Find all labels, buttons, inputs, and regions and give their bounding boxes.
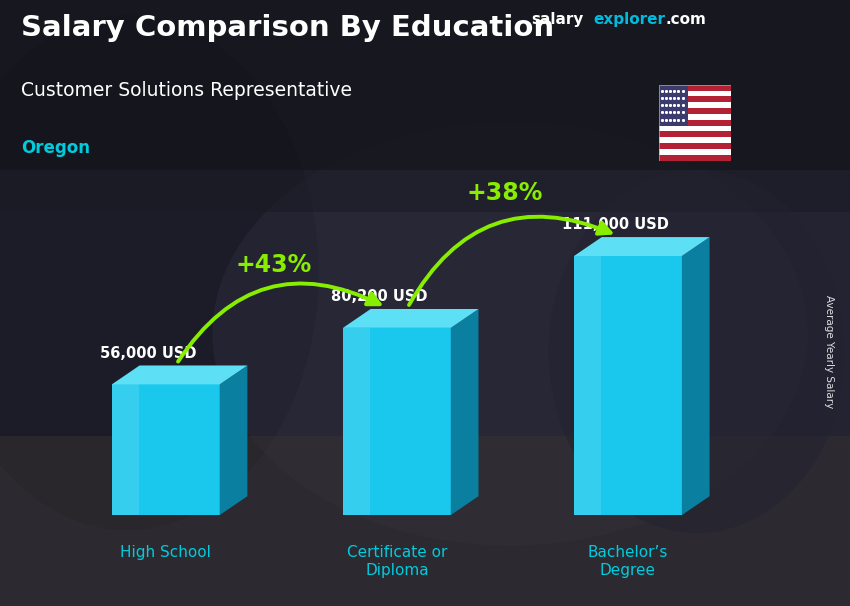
Bar <box>659 96 731 102</box>
Bar <box>659 132 731 138</box>
Bar <box>0 0 850 212</box>
Bar <box>659 125 731 132</box>
Ellipse shape <box>212 121 808 545</box>
Text: explorer: explorer <box>593 12 666 27</box>
Polygon shape <box>682 237 710 515</box>
Text: +38%: +38% <box>467 181 543 205</box>
Bar <box>112 384 139 515</box>
FancyBboxPatch shape <box>112 384 219 515</box>
Polygon shape <box>343 309 479 328</box>
Bar <box>659 85 688 125</box>
Text: Certificate or
Diploma: Certificate or Diploma <box>347 545 447 578</box>
Ellipse shape <box>548 170 846 533</box>
Polygon shape <box>574 237 710 256</box>
Bar <box>659 149 731 155</box>
Text: Customer Solutions Representative: Customer Solutions Representative <box>21 81 352 101</box>
Bar <box>659 143 731 149</box>
Polygon shape <box>112 365 247 384</box>
Polygon shape <box>219 365 247 515</box>
Text: .com: .com <box>666 12 706 27</box>
Bar <box>659 108 731 114</box>
Text: Bachelor’s
Degree: Bachelor’s Degree <box>587 545 668 578</box>
Text: +43%: +43% <box>235 253 312 277</box>
FancyBboxPatch shape <box>343 328 450 515</box>
FancyBboxPatch shape <box>574 256 682 515</box>
Text: 80,200 USD: 80,200 USD <box>331 289 427 304</box>
Bar <box>659 138 731 143</box>
Bar <box>659 114 731 120</box>
Text: Salary Comparison By Education: Salary Comparison By Education <box>21 13 554 42</box>
Bar <box>659 155 731 161</box>
Polygon shape <box>450 309 479 515</box>
Text: 56,000 USD: 56,000 USD <box>99 346 196 361</box>
Bar <box>659 102 731 108</box>
Bar <box>659 85 731 91</box>
Bar <box>659 120 731 125</box>
Text: High School: High School <box>121 545 211 561</box>
Text: Oregon: Oregon <box>21 139 90 157</box>
Bar <box>659 91 731 96</box>
Bar <box>0 436 850 606</box>
Ellipse shape <box>0 15 319 530</box>
Text: Average Yearly Salary: Average Yearly Salary <box>824 295 834 408</box>
Bar <box>343 328 370 515</box>
Text: salary: salary <box>531 12 584 27</box>
Bar <box>574 256 601 515</box>
Text: 111,000 USD: 111,000 USD <box>562 218 669 232</box>
